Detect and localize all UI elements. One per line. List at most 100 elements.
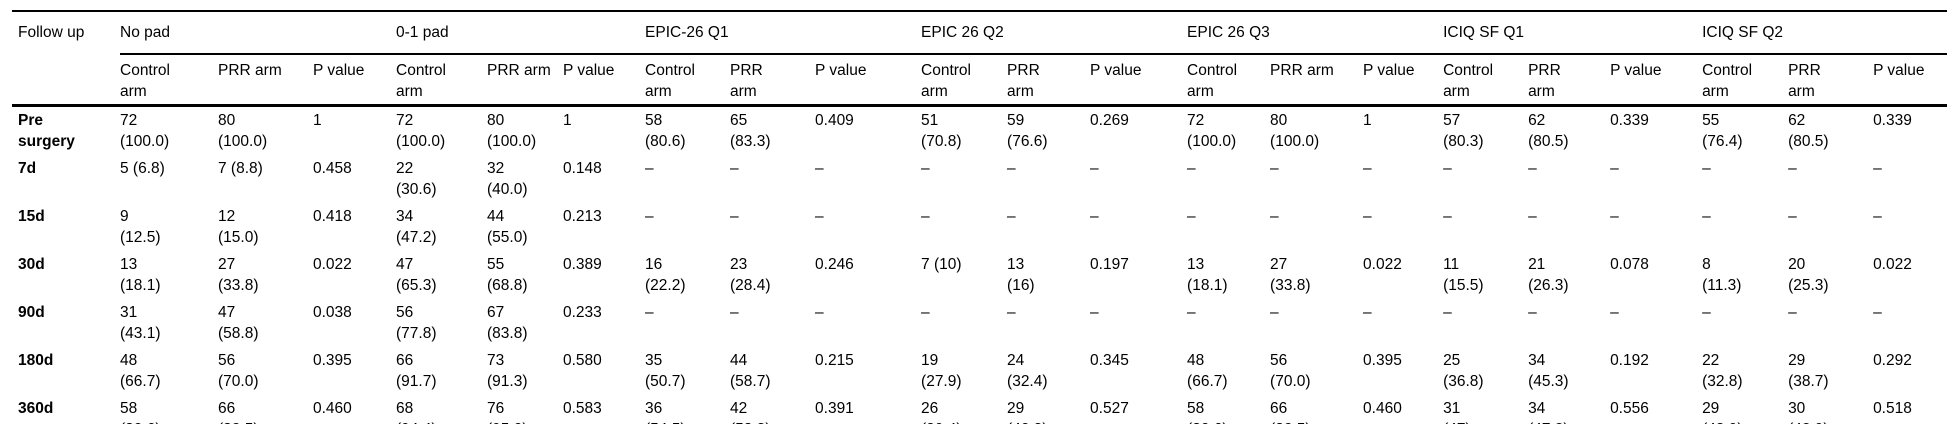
group-header: EPIC-26 Q1 — [645, 10, 922, 55]
data-cell: – — [815, 208, 824, 225]
data-cell: – — [1363, 160, 1372, 177]
data-cell: – — [1873, 304, 1882, 321]
data-cell: – — [921, 208, 930, 225]
data-cell: 29 (38.7) — [1788, 352, 1829, 390]
data-cell: – — [921, 304, 930, 321]
data-cell: – — [1610, 160, 1619, 177]
data-cell: – — [1873, 208, 1882, 225]
data-cell: – — [1270, 160, 1279, 177]
data-cell: 0.292 — [1873, 352, 1912, 369]
data-cell: 48 (66.7) — [1187, 352, 1228, 390]
data-cell: – — [1528, 208, 1537, 225]
data-cell: 48 (66.7) — [120, 352, 161, 390]
data-cell: 76 (95.0) — [487, 395, 563, 424]
data-cell: 31 (43.1) — [120, 304, 161, 342]
data-cell: 58 (80.6) — [1187, 395, 1271, 424]
data-cell: 29 (40.3) — [1007, 395, 1091, 424]
data-cell: – — [1443, 304, 1452, 321]
data-cell: – — [1007, 208, 1016, 225]
data-cell: – — [730, 208, 739, 225]
sub-header: PRR arm — [1270, 54, 1364, 107]
data-cell: 1 — [563, 112, 572, 129]
sub-header: Control arm — [120, 54, 218, 107]
table-row: 15d 9 (12.5) 12 (15.0) 0.418 34 (47.2) 44 (55… — [12, 203, 1947, 251]
data-cell: 66 (91.7) — [396, 352, 437, 390]
data-cell: 21 (26.3) — [1528, 256, 1569, 294]
data-cell: 24 (32.4) — [1007, 352, 1048, 390]
data-cell: 32 (40.0) — [487, 160, 528, 198]
data-cell: 0.038 — [313, 304, 352, 321]
data-cell: – — [1788, 304, 1797, 321]
data-cell: 0.197 — [1090, 256, 1129, 273]
data-cell: – — [1443, 208, 1452, 225]
data-cell: – — [1528, 304, 1537, 321]
data-cell: 0.148 — [563, 160, 602, 177]
row-label: 7d — [18, 160, 37, 177]
data-cell: 27 (33.8) — [1270, 256, 1311, 294]
data-cell: 0.269 — [1090, 112, 1129, 129]
sub-header: P value — [313, 54, 396, 107]
data-cell: 23 (28.4) — [730, 256, 771, 294]
data-cell: 0.192 — [1610, 352, 1649, 369]
data-cell: 22 (30.6) — [396, 160, 437, 198]
data-cell: 80 (100.0) — [218, 112, 268, 150]
data-cell: 72 (100.0) — [1187, 112, 1237, 150]
data-cell: – — [1702, 160, 1711, 177]
data-cell: – — [1090, 208, 1099, 225]
data-cell: 35 (50.7) — [645, 352, 686, 390]
sub-header: Control arm — [1443, 54, 1529, 107]
data-cell: 0.460 — [1363, 395, 1444, 424]
followup-outcomes-table: Follow up No pad 0-1 pad EPIC-26 Q1 EPIC 26… — [12, 10, 1948, 424]
data-cell: 16 (22.2) — [645, 256, 686, 294]
data-cell: 0.580 — [563, 352, 602, 369]
sub-header-spacer — [12, 54, 120, 107]
data-cell: – — [1090, 160, 1099, 177]
data-cell: 1 — [313, 112, 322, 129]
data-cell: – — [1270, 304, 1279, 321]
data-cell: 0.556 — [1610, 395, 1703, 424]
data-cell: 80 (100.0) — [1270, 112, 1320, 150]
data-cell: 34 (47.2) — [1528, 395, 1611, 424]
data-cell: 0.078 — [1610, 256, 1649, 273]
group-header: No pad — [120, 10, 396, 55]
sub-header: P value — [1873, 54, 1948, 107]
data-cell: 44 (58.7) — [730, 352, 771, 390]
data-cell: 20 (25.3) — [1788, 256, 1829, 294]
data-cell: 72 (100.0) — [120, 112, 170, 150]
group-header: 0-1 pad — [396, 10, 646, 55]
data-cell: – — [1363, 304, 1372, 321]
data-cell: 11 (15.5) — [1443, 256, 1484, 294]
data-cell: – — [1090, 304, 1099, 321]
data-cell: 55 (76.4) — [1702, 112, 1743, 150]
table-row: Pre surgery 72 (100.0) 80 (100.0) 1 72 (100.… — [12, 106, 1947, 156]
data-cell: – — [1610, 304, 1619, 321]
data-cell: – — [1873, 160, 1882, 177]
data-cell: 47 (58.8) — [218, 304, 259, 342]
data-cell: 19 (27.9) — [921, 352, 962, 390]
data-cell: 0.345 — [1090, 352, 1129, 369]
sub-header: P value — [815, 54, 922, 107]
sub-header: Control arm — [645, 54, 731, 107]
sub-header: Control arm — [396, 54, 487, 107]
table-head: Follow up No pad 0-1 pad EPIC-26 Q1 EPIC 26… — [12, 10, 1948, 107]
followup-column-header: Follow up — [12, 10, 120, 54]
data-cell: 66 (82.5) — [1270, 395, 1364, 424]
data-cell: 58 (80.6) — [120, 395, 218, 424]
data-cell: – — [1187, 160, 1196, 177]
data-cell: 0.460 — [313, 395, 396, 424]
data-cell: 31 (47) — [1443, 395, 1529, 424]
data-cell: – — [1610, 208, 1619, 225]
data-cell: – — [1007, 160, 1016, 177]
data-cell: 0.339 — [1873, 112, 1912, 129]
data-cell: 56 (70.0) — [1270, 352, 1311, 390]
sub-header: Control arm — [1187, 54, 1271, 107]
data-cell: 22 (32.8) — [1702, 352, 1743, 390]
data-cell: 13 (18.1) — [1187, 256, 1228, 294]
data-cell: 0.389 — [563, 256, 602, 273]
data-cell: – — [921, 160, 930, 177]
data-cell: – — [1528, 160, 1537, 177]
data-cell: – — [645, 160, 654, 177]
sub-header: PRR arm — [1528, 54, 1611, 107]
sub-header: PRR arm — [1007, 54, 1091, 107]
